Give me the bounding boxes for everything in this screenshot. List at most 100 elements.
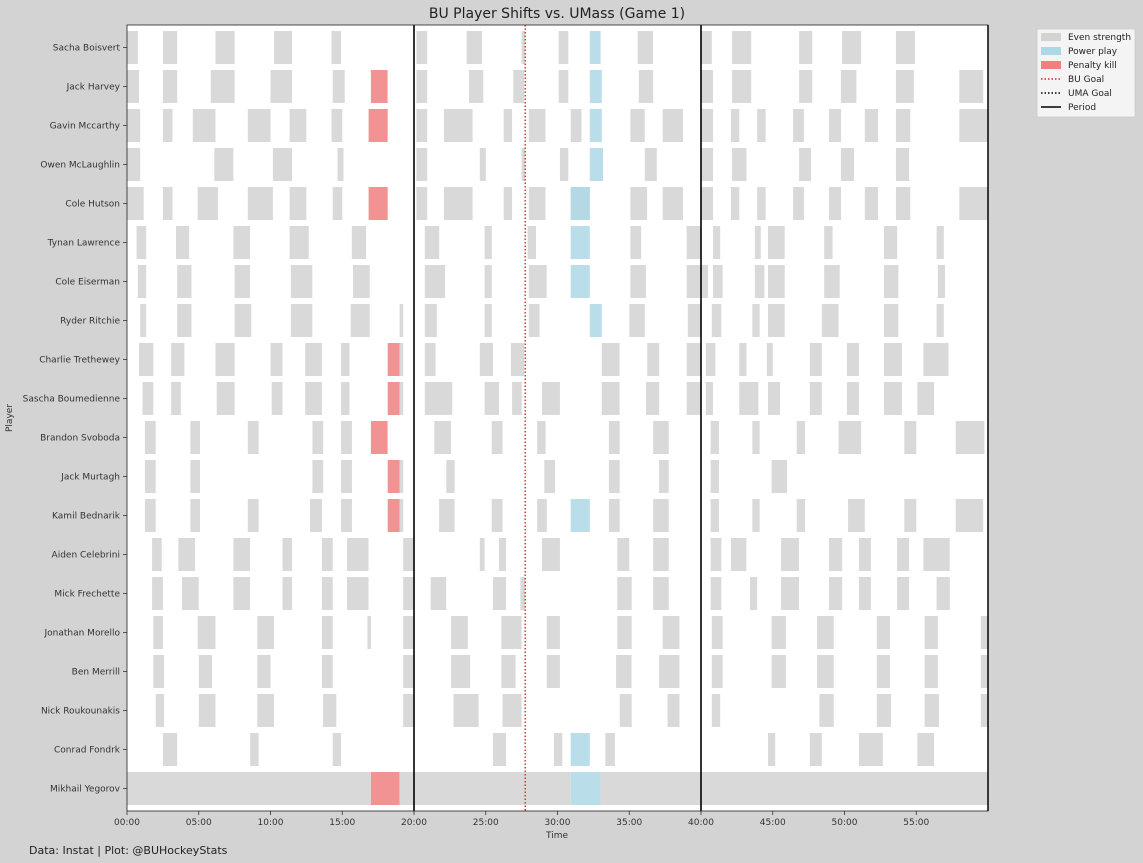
shift-bar-even xyxy=(829,538,843,571)
shift-bar-even xyxy=(754,265,765,298)
shift-bar-even xyxy=(710,421,719,454)
shift-bar-even xyxy=(608,460,620,493)
shift-bar-pk xyxy=(370,421,388,454)
player-label: Tynan Lawrence xyxy=(47,239,121,249)
shift-bar-even xyxy=(215,31,235,64)
shift-bar-pk xyxy=(370,70,388,103)
shift-bar-even xyxy=(215,343,235,376)
shift-bar-even xyxy=(270,70,292,103)
player-label: Conrad Fondrk xyxy=(54,746,121,756)
shift-bar-even xyxy=(399,772,571,805)
shift-bar-even xyxy=(644,148,657,181)
shift-bar-even xyxy=(528,265,547,298)
shift-bar-even xyxy=(544,460,556,493)
shift-bar-even xyxy=(752,304,760,337)
shift-bar-even xyxy=(686,343,701,376)
player-label: Owen McLaughlin xyxy=(40,161,120,171)
shift-bar-pk xyxy=(387,460,400,493)
shift-bar-even xyxy=(127,148,141,181)
shift-bar-even xyxy=(710,538,722,571)
shift-bar-pp xyxy=(570,733,590,766)
shift-bar-even xyxy=(162,109,173,142)
shift-bar-even xyxy=(353,265,370,298)
shift-bar-even xyxy=(840,148,855,181)
shift-bar-even xyxy=(846,343,859,376)
legend-label: Period xyxy=(1068,103,1096,113)
shift-bar-even xyxy=(617,538,630,571)
shift-bar-even xyxy=(858,538,871,571)
shift-bar-even xyxy=(959,109,988,142)
shift-bar-even xyxy=(502,694,522,727)
shift-bar-even xyxy=(647,343,660,376)
shift-bar-even xyxy=(923,343,949,376)
shift-bar-even xyxy=(884,304,899,337)
shift-bar-even xyxy=(144,421,156,454)
shift-bar-pp xyxy=(570,499,590,532)
shift-bar-pk xyxy=(387,343,400,376)
shift-bar-pp xyxy=(589,109,602,142)
shift-bar-even xyxy=(312,460,324,493)
shift-bar-even xyxy=(250,733,259,766)
shift-bar-even xyxy=(917,733,935,766)
shift-bar-even xyxy=(980,655,988,688)
shift-bar-even xyxy=(817,655,834,688)
shift-bar-even xyxy=(492,733,507,766)
player-label: Brandon Svoboda xyxy=(40,434,120,444)
shift-bar-even xyxy=(491,499,503,532)
shift-bar-even xyxy=(341,421,352,454)
x-tick-label: 00:00 xyxy=(114,818,140,828)
shift-bar-even xyxy=(876,655,890,688)
shift-bar-even xyxy=(630,226,642,259)
shift-bar-pp xyxy=(589,31,601,64)
shift-bar-even xyxy=(829,109,841,142)
shift-bar-even xyxy=(247,109,271,142)
shift-bar-even xyxy=(399,343,404,376)
shift-bar-even xyxy=(799,31,813,64)
shift-bar-even xyxy=(608,499,620,532)
shift-bar-pp xyxy=(570,226,590,259)
shift-bar-even xyxy=(895,31,915,64)
shift-bar-even xyxy=(136,226,147,259)
shift-bar-even xyxy=(282,577,293,610)
shift-bar-even xyxy=(484,226,492,259)
shift-bar-even xyxy=(332,187,343,220)
player-label: Ben Merrill xyxy=(72,668,120,678)
shift-bar-even xyxy=(838,421,862,454)
shift-bar-even xyxy=(528,109,546,142)
shift-bar-even xyxy=(528,304,540,337)
x-tick-label: 10:00 xyxy=(258,818,284,828)
shift-bar-even xyxy=(501,655,516,688)
shift-bar-pp xyxy=(589,304,602,337)
shift-bar-even xyxy=(739,343,747,376)
shift-bar-even xyxy=(272,148,292,181)
shift-bar-even xyxy=(491,421,503,454)
shift-bar-even xyxy=(895,187,911,220)
shift-bar-even xyxy=(884,382,902,415)
shift-bar-pp xyxy=(570,187,590,220)
shift-bar-even xyxy=(848,499,865,532)
player-label: Jack Harvey xyxy=(66,83,121,93)
shift-bar-even xyxy=(234,265,251,298)
shift-bar-even xyxy=(710,499,719,532)
player-label: Sascha Boumedienne xyxy=(23,395,121,405)
shift-bar-even xyxy=(619,694,632,727)
shift-bar-even xyxy=(713,226,721,259)
shift-bar-even xyxy=(864,109,878,142)
plot-area xyxy=(127,25,988,811)
shift-bar-even xyxy=(701,31,712,64)
shift-bar-even xyxy=(127,187,144,220)
shift-bar-even xyxy=(936,577,950,610)
shift-bar-even xyxy=(937,265,945,298)
shift-bar-even xyxy=(895,109,911,142)
shift-bar-even xyxy=(558,31,569,64)
shift-bar-even xyxy=(182,577,199,610)
shift-bar-even xyxy=(732,70,752,103)
shift-bar-even xyxy=(809,343,822,376)
shift-bar-even xyxy=(559,148,569,181)
shift-bar-even xyxy=(152,538,162,571)
shift-bar-even xyxy=(629,304,645,337)
shift-bar-even xyxy=(479,538,485,571)
shift-bar-even xyxy=(197,616,216,649)
shift-bar-even xyxy=(257,616,274,649)
shift-bar-even xyxy=(192,109,216,142)
